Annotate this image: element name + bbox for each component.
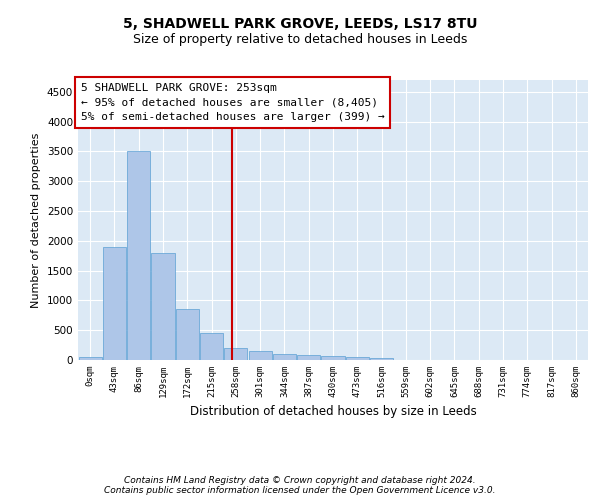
Bar [127, 152, 150, 360]
Text: Size of property relative to detached houses in Leeds: Size of property relative to detached ho… [133, 32, 467, 46]
X-axis label: Distribution of detached houses by size in Leeds: Distribution of detached houses by size … [190, 406, 476, 418]
Bar [176, 310, 199, 360]
Bar [151, 253, 175, 360]
Bar [200, 333, 223, 360]
Text: Contains HM Land Registry data © Crown copyright and database right 2024.
Contai: Contains HM Land Registry data © Crown c… [104, 476, 496, 495]
Bar [322, 356, 344, 360]
Bar [273, 354, 296, 360]
Text: 5, SHADWELL PARK GROVE, LEEDS, LS17 8TU: 5, SHADWELL PARK GROVE, LEEDS, LS17 8TU [123, 18, 477, 32]
Y-axis label: Number of detached properties: Number of detached properties [31, 132, 41, 308]
Bar [370, 358, 393, 360]
Text: 5 SHADWELL PARK GROVE: 253sqm
← 95% of detached houses are smaller (8,405)
5% of: 5 SHADWELL PARK GROVE: 253sqm ← 95% of d… [80, 83, 385, 122]
Bar [346, 356, 369, 360]
Bar [248, 351, 272, 360]
Bar [103, 247, 126, 360]
Bar [79, 357, 101, 360]
Bar [224, 348, 247, 360]
Bar [297, 355, 320, 360]
